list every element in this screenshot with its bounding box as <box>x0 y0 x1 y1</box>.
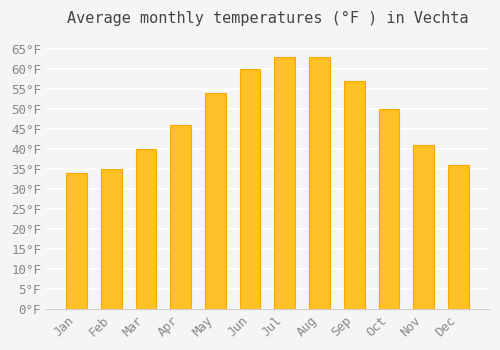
Bar <box>205 93 226 309</box>
Title: Average monthly temperatures (°F ) in Vechta: Average monthly temperatures (°F ) in Ve… <box>66 11 468 26</box>
Bar <box>344 81 364 309</box>
Bar <box>309 57 330 309</box>
Bar <box>448 165 469 309</box>
Bar <box>170 125 191 309</box>
Bar <box>378 109 400 309</box>
Bar <box>101 169 121 309</box>
Bar <box>274 57 295 309</box>
Bar <box>66 173 87 309</box>
Bar <box>413 145 434 309</box>
Bar <box>136 149 156 309</box>
Bar <box>240 69 260 309</box>
